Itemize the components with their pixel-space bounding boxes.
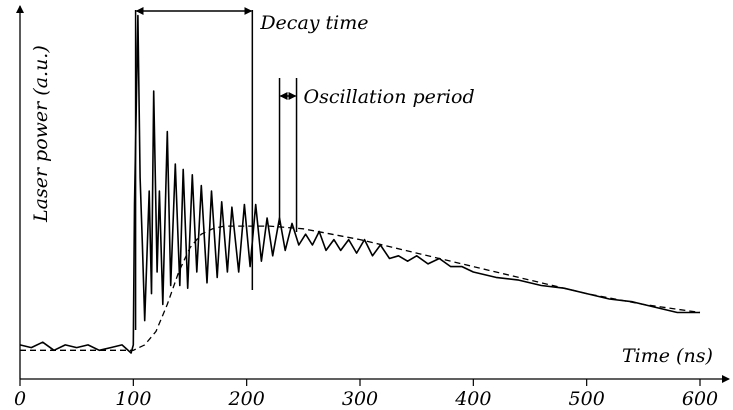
x-tick-label-200: 200 (228, 388, 265, 410)
y-axis-title: Laser power (a.u.) (30, 45, 52, 223)
decay-time-label: Decay time (259, 12, 368, 34)
x-ticks: 0 100 200 300 400 500 600 (14, 379, 718, 410)
x-tick-label-500: 500 (569, 388, 605, 410)
x-tick-label-400: 400 (454, 388, 491, 410)
axes (16, 5, 730, 383)
x-tick-label-100: 100 (115, 388, 151, 410)
dashed-series-line (20, 225, 701, 351)
x-tick-label-600: 600 (682, 388, 718, 410)
series-layer (19, 14, 701, 354)
solid-series-line (19, 14, 700, 354)
annotations-layer: Decay time Oscillation period (134, 7, 475, 330)
x-tick-label-300: 300 (342, 388, 378, 410)
oscillation-period-label: Oscillation period (304, 86, 475, 108)
x-tick-label-0: 0 (14, 388, 26, 410)
x-axis-title: Time (ns) (622, 345, 713, 367)
